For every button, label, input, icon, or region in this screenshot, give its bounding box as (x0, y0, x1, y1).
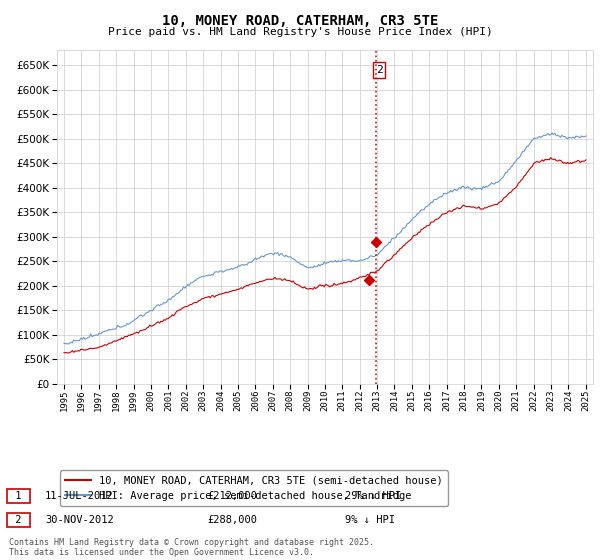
Text: 11-JUL-2012: 11-JUL-2012 (45, 491, 114, 501)
Text: 2: 2 (9, 515, 28, 525)
Text: 10, MONEY ROAD, CATERHAM, CR3 5TE: 10, MONEY ROAD, CATERHAM, CR3 5TE (162, 14, 438, 28)
Text: 9% ↓ HPI: 9% ↓ HPI (345, 515, 395, 525)
Text: Contains HM Land Registry data © Crown copyright and database right 2025.
This d: Contains HM Land Registry data © Crown c… (9, 538, 374, 557)
Text: 2: 2 (376, 65, 382, 75)
Text: 1: 1 (9, 491, 28, 501)
Text: Price paid vs. HM Land Registry's House Price Index (HPI): Price paid vs. HM Land Registry's House … (107, 27, 493, 37)
Text: 30-NOV-2012: 30-NOV-2012 (45, 515, 114, 525)
Text: £212,000: £212,000 (207, 491, 257, 501)
Text: 29% ↓ HPI: 29% ↓ HPI (345, 491, 401, 501)
Legend: 10, MONEY ROAD, CATERHAM, CR3 5TE (semi-detached house), HPI: Average price, sem: 10, MONEY ROAD, CATERHAM, CR3 5TE (semi-… (59, 470, 448, 506)
Text: £288,000: £288,000 (207, 515, 257, 525)
